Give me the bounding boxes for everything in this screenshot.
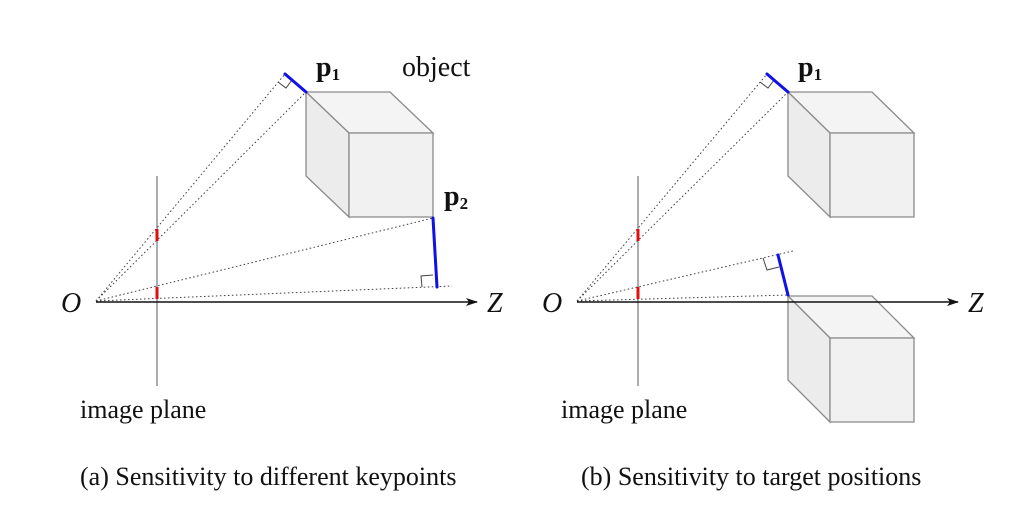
- right-angle-marker: [759, 79, 775, 89]
- projection-rays-b: [576, 73, 794, 302]
- right-angle-marker: [762, 257, 780, 271]
- keypoint-p1-subscript: 1: [332, 65, 341, 84]
- keypoint-p1-letter: p: [798, 52, 814, 83]
- panel-b: O Z p1 image plane (b) Sensitivity to ta…: [542, 52, 984, 491]
- keypoint-p1-subscript: 1: [814, 65, 823, 84]
- keypoint-p2-letter: p: [444, 181, 460, 212]
- right-angle-marker: [420, 274, 434, 288]
- image-plane-label: image plane: [80, 395, 206, 424]
- origin-label: O: [61, 288, 81, 319]
- keypoint-p2-label: p2: [444, 181, 468, 213]
- keypoint-p1-label: p1: [798, 52, 822, 84]
- keypoint-p2-subscript: 2: [460, 194, 469, 213]
- image-plane-label: image plane: [561, 395, 687, 424]
- projection-rays-a: [95, 73, 453, 302]
- offset-segment-p2: [431, 216, 439, 289]
- offset-segment-shifted: [776, 253, 790, 297]
- keypoint-p1-letter: p: [316, 52, 332, 83]
- right-angle-marker: [277, 79, 293, 89]
- z-axis-label: Z: [968, 288, 984, 319]
- keypoint-p1-label: p1: [316, 52, 340, 84]
- panel-a: O Z p1 p2 object image plane (a) Sensiti…: [61, 52, 503, 491]
- object-cube-p1-a: [304, 90, 435, 219]
- object-cube-p1-b: [786, 90, 916, 219]
- z-axis-label: Z: [487, 288, 503, 319]
- object-cube-shifted-b: [786, 294, 916, 424]
- origin-label: O: [542, 288, 562, 319]
- object-label: object: [402, 52, 471, 83]
- caption-b: (b) Sensitivity to target positions: [581, 462, 921, 491]
- caption-a: (a) Sensitivity to different keypoints: [80, 462, 456, 491]
- offset-segment-p1: [283, 72, 308, 94]
- offset-segment-p1: [765, 72, 790, 94]
